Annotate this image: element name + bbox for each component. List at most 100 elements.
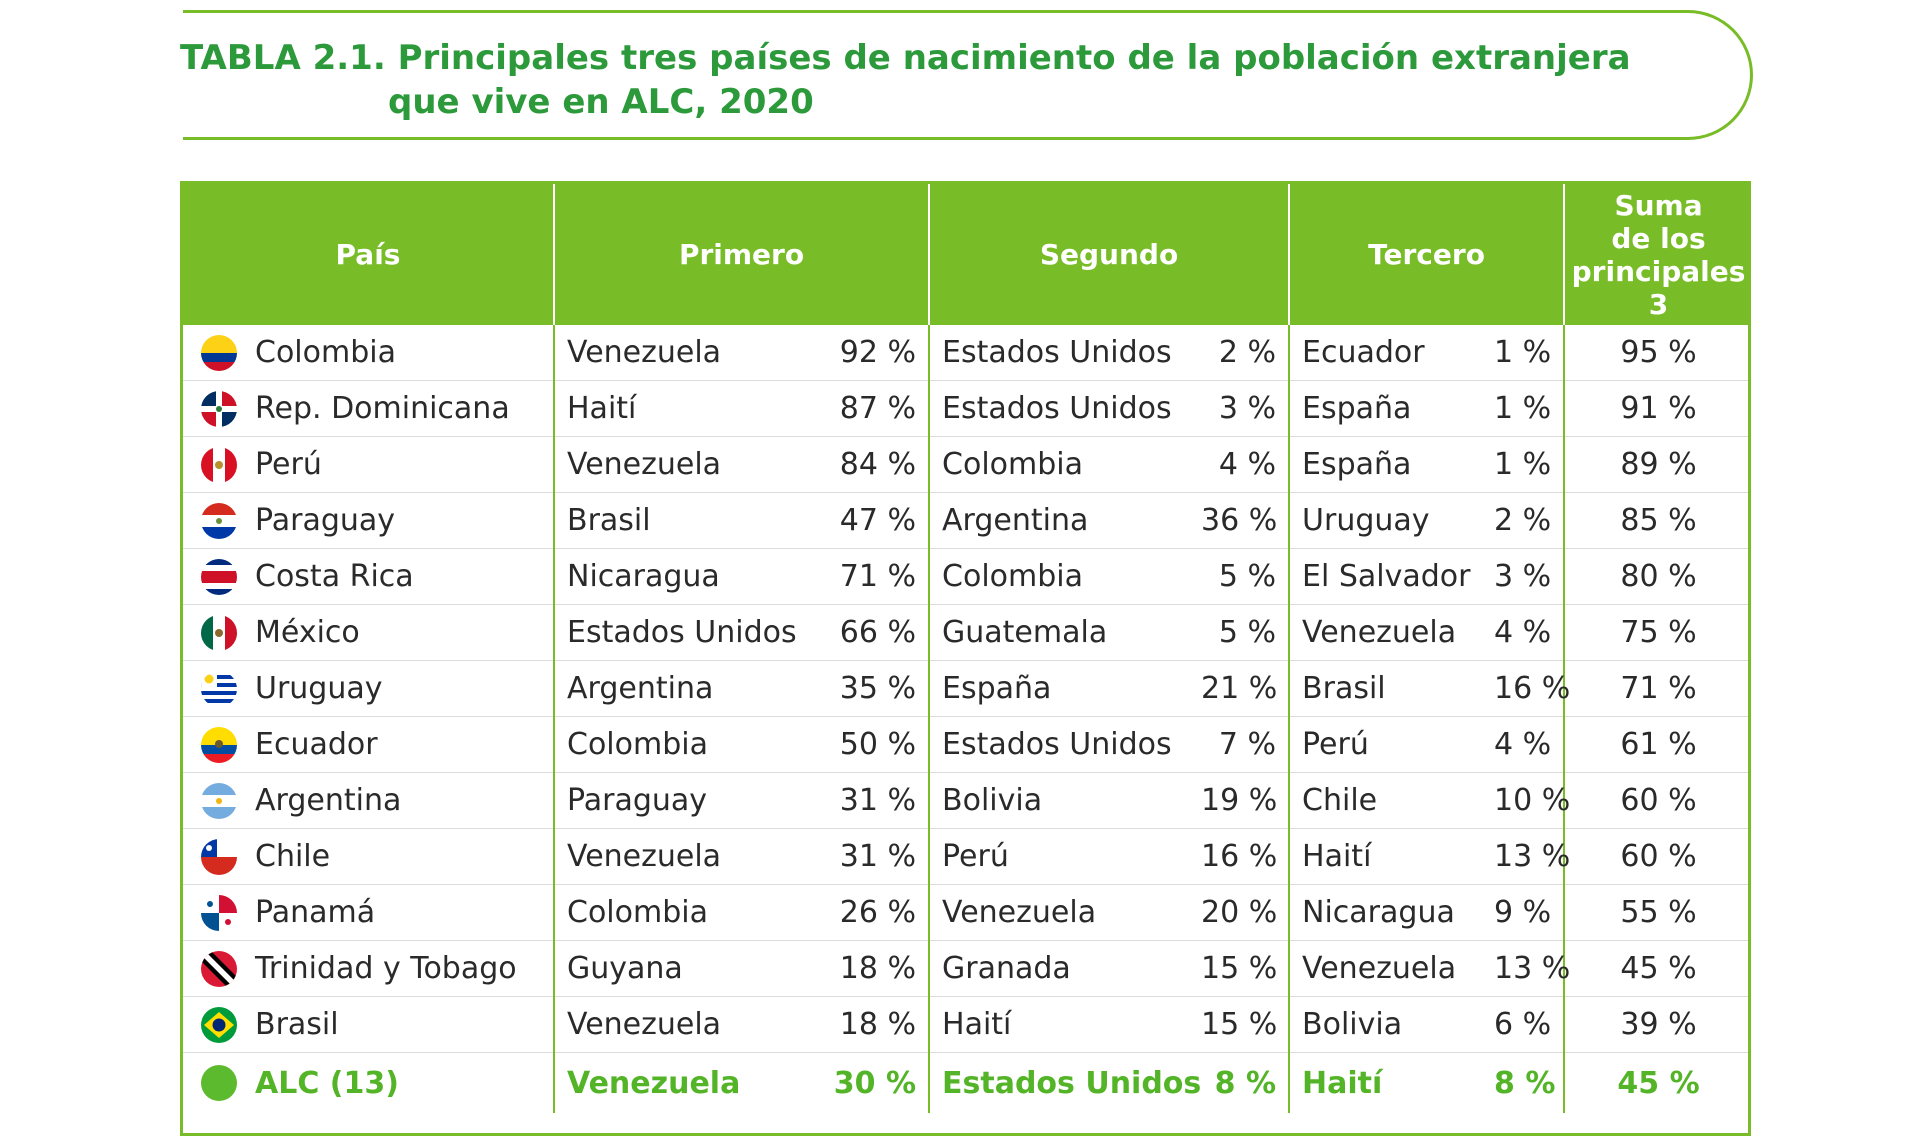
cell-second-pct: 16 % [1201,828,1290,885]
cell-sum: 85 % [1563,492,1748,549]
costa-rica-flag-icon [201,558,237,595]
cell-second-country: Estados Unidos [928,1052,1201,1113]
table-row: Trinidad y Tobago Guyana 18 % Granada 15 % Ve… [183,940,1748,997]
header-sum-line: 3 [1648,287,1669,321]
cell-third-pct: 8 % [1494,1065,1556,1101]
cell-first-pct: 87 % [824,380,930,437]
cell-first-country: Argentina [553,660,824,717]
cell-third-pct: 10 % [1494,772,1570,829]
table-row: Rep. Dominicana Haití 87 % Estados Unidos 3 … [183,380,1748,437]
cell-second-country: Perú [928,828,1202,885]
country-name: Argentina [255,783,402,818]
cell-third-country: Uruguay [1288,492,1495,549]
table-row: Panamá Colombia 26 % Venezuela 20 % Nicaragua… [183,884,1748,941]
cell-second-pct: 21 % [1201,660,1290,717]
country-name: México [255,615,360,650]
cell-country: Colombia [183,325,554,381]
country-name: Colombia [255,335,396,370]
cell-country: Brasil [183,996,554,1053]
cell-sum: 60 % [1563,828,1748,885]
cell-second-country: Colombia [928,548,1202,605]
ecuador-flag-icon [201,726,237,763]
table-row: Chile Venezuela 31 % Perú 16 % Haití 13 % 60 % [183,828,1748,885]
table-row: Perú Venezuela 84 % Colombia 4 % España 1 % 89 … [183,436,1748,493]
cell-country: Ecuador [183,716,554,773]
header-sum: Suma de los principales 3 [1563,184,1748,325]
table-title-line-1: TABLA 2.1. Principales tres países de na… [180,38,1631,78]
panama-flag-icon [201,894,237,931]
cell-third-pct: 13 % [1494,940,1570,997]
cell-sum: 91 % [1563,380,1748,437]
cell-first-country: Venezuela [553,436,824,493]
cell-first-pct: 18 % [824,940,930,997]
cell-first-country: Paraguay [553,772,824,829]
argentina-flag-icon [201,782,237,819]
cell-second-pct: 4 % [1201,436,1290,493]
cell-sum: 89 % [1563,436,1748,493]
header-row: País Primero Segundo Tercero Suma de los… [183,184,1748,325]
cell-country: ALC (13) [183,1053,554,1114]
cell-country: Costa Rica [183,548,554,605]
cell-first-country: Venezuela [553,1052,824,1113]
cell-country: México [183,604,554,661]
cell-sum: 75 % [1563,604,1748,661]
cell-third-pct: 2 % [1494,492,1565,549]
cell-second-country: Argentina [928,492,1202,549]
cell-second-pct: 7 % [1201,716,1290,773]
cell-second-country: Granada [928,940,1202,997]
header-sum-line: Suma [1614,188,1703,222]
table-body: Colombia Venezuela 92 % Estados Unidos 2 % Ec… [183,325,1748,1114]
cell-sum: 45 % [1563,940,1748,997]
cell-second-country: Estados Unidos [928,325,1202,381]
cell-first-pct: 26 % [824,884,930,941]
header-sum-line: principales [1571,254,1746,288]
cell-first-country: Estados Unidos [553,604,824,661]
cell-third-country: Perú [1288,716,1495,773]
cell-first-country: Colombia [553,716,824,773]
cell-first-pct: 92 % [824,325,930,381]
cell-third-country: España [1288,380,1495,437]
header-third: Tercero [1288,184,1565,325]
country-name: Trinidad y Tobago [255,951,517,986]
cell-second-country: Bolivia [928,772,1202,829]
cell-second-pct: 5 % [1201,548,1290,605]
cell-second-country: España [928,660,1202,717]
cell-third-country: España [1288,436,1495,493]
country-name: Costa Rica [255,559,414,594]
country-name: ALC (13) [255,1065,399,1101]
cell-first-pct: 84 % [824,436,930,493]
cell-second-pct: 3 % [1201,380,1290,437]
table-row: Paraguay Brasil 47 % Argentina 36 % Uruguay 2 … [183,492,1748,549]
table-row: Uruguay Argentina 35 % España 21 % Brasil 16 %… [183,660,1748,717]
cell-country: Panamá [183,884,554,941]
country-name: Rep. Dominicana [255,391,510,426]
cell-third-pct: 13 % [1494,828,1570,885]
cell-sum: 61 % [1563,716,1748,773]
country-name: Perú [255,447,322,482]
cell-first-country: Colombia [553,884,824,941]
cell-second-pct: 5 % [1201,604,1290,661]
cell-second-pct: 36 % [1201,492,1290,549]
table-row: Colombia Venezuela 92 % Estados Unidos 2 % Ec… [183,325,1748,381]
mexico-flag-icon [201,614,237,651]
country-name: Panamá [255,895,376,930]
cell-second-country: Colombia [928,436,1202,493]
trinidad-tobago-flag-icon [201,950,237,987]
cell-first-pct: 31 % [824,772,930,829]
cell-first-country: Venezuela [553,996,824,1053]
header-sum-line: de los [1611,221,1706,255]
cell-first-pct: 30 % [833,1065,917,1101]
colombia-flag-icon [201,334,237,371]
cell-first-pct: 31 % [824,828,930,885]
cell-second-country: Guatemala [928,604,1202,661]
table-row: Ecuador Colombia 50 % Estados Unidos 7 % Perú… [183,716,1748,773]
header-country: País [183,184,554,325]
paraguay-flag-icon [201,502,237,539]
cell-first-country: Venezuela [553,828,824,885]
cell-country: Chile [183,828,554,885]
table-row: México Estados Unidos 66 % Guatemala 5 % Vene… [183,604,1748,661]
country-name: Brasil [255,1007,339,1042]
cell-second-country: Venezuela [928,884,1202,941]
cell-second-country: Haití [928,996,1202,1053]
cell-third-pct: 4 % [1494,604,1565,661]
